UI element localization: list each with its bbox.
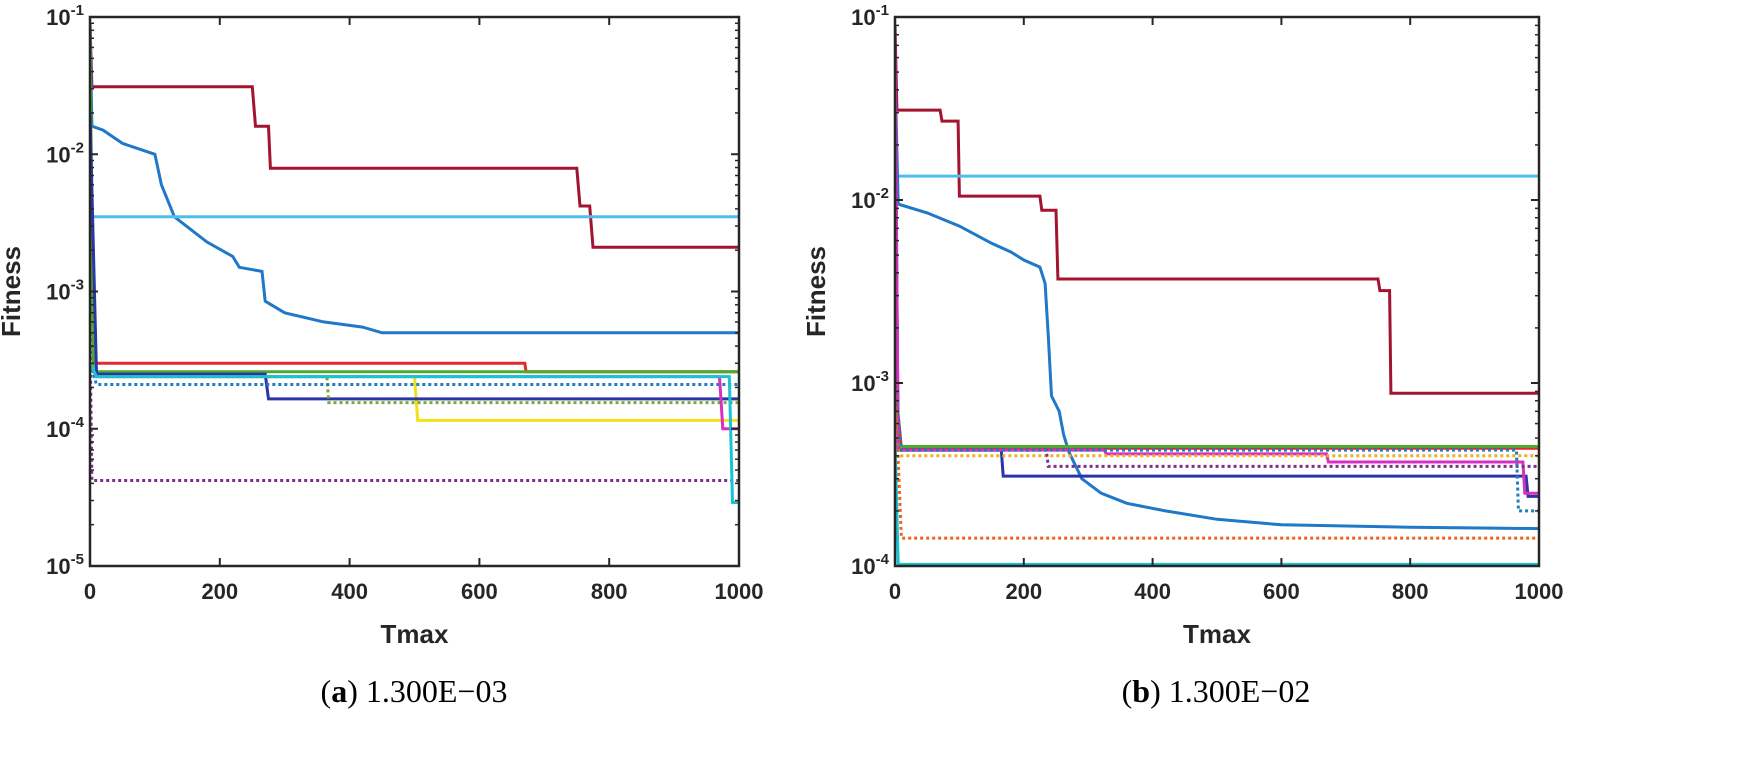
- x-tick-label: 800: [1392, 579, 1429, 604]
- x-tick-label: 800: [591, 579, 628, 604]
- caption-value: 1.300E−03: [366, 673, 508, 709]
- x-tick-label: 0: [84, 579, 96, 604]
- x-tick-label: 400: [331, 579, 368, 604]
- panel-b: Dark red solidLight blue solidBlue solid…: [801, 2, 1563, 709]
- caption-value: 1.300E−02: [1169, 673, 1311, 709]
- series-line-12: Cyan solid: [90, 362, 739, 504]
- x-tick-label: 0: [889, 579, 901, 604]
- caption-letter: b: [1132, 673, 1150, 709]
- panel-a: Dark red solidBlue solid (smooth)Light b…: [0, 2, 763, 709]
- x-axis-label: Tmax: [381, 619, 449, 649]
- x-tick-label: 400: [1134, 579, 1171, 604]
- series-line-3: Blue solid (smooth): [895, 72, 1539, 531]
- series-line-8: Navy solid: [90, 112, 739, 401]
- y-tick-label: 10-1: [46, 2, 84, 30]
- x-tick-label: 600: [1263, 579, 1300, 604]
- caption-letter: a: [331, 673, 347, 709]
- series-line-2: Blue solid (smooth): [90, 23, 739, 335]
- series-line-1: Dark red solid: [895, 25, 1539, 395]
- panel-caption: (b) 1.300E−02: [1122, 673, 1311, 709]
- x-tick-label: 1000: [715, 579, 764, 604]
- y-axis-label: Fitness: [801, 246, 831, 337]
- plot-area: [895, 17, 1539, 566]
- x-tick-label: 200: [201, 579, 238, 604]
- y-tick-label: 10-1: [851, 2, 889, 30]
- y-tick-label: 10-3: [851, 368, 889, 396]
- y-tick-label: 10-4: [851, 551, 889, 579]
- x-tick-label: 200: [1005, 579, 1042, 604]
- series-line-9: Olive dotted: [90, 362, 739, 405]
- panel-caption: (a) 1.300E−03: [321, 673, 508, 709]
- plot-area: [90, 17, 739, 566]
- y-tick-label: 10-2: [46, 139, 84, 167]
- series-line-10: Steel blue dotted: [895, 382, 1539, 513]
- y-tick-label: 10-2: [851, 185, 889, 213]
- y-tick-label: 10-5: [46, 551, 84, 579]
- y-tick-label: 10-3: [46, 277, 84, 305]
- series-group: Dark red solidLight blue solidBlue solid…: [895, 25, 1539, 566]
- x-tick-label: 1000: [1515, 579, 1564, 604]
- x-axis-label: Tmax: [1183, 619, 1251, 649]
- x-tick-label: 600: [461, 579, 498, 604]
- axes-frame: [893, 15, 1541, 568]
- y-axis-label: Fitness: [0, 246, 26, 337]
- y-tick-label: 10-4: [46, 414, 84, 442]
- series-line-1: Dark red solid: [90, 23, 739, 249]
